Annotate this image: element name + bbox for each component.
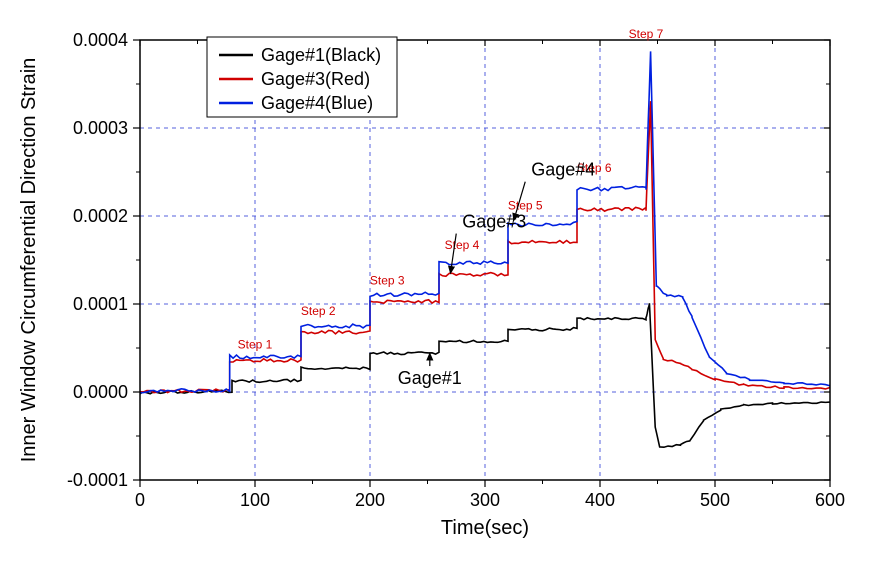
x-axis-title: Time(sec) <box>441 517 529 539</box>
x-tick-label: 0 <box>135 490 145 510</box>
x-tick-label: 500 <box>700 490 730 510</box>
legend-label: Gage#3(Red) <box>261 69 370 89</box>
y-tick-label: 0.0003 <box>73 118 128 138</box>
chart-container: 0 100 200 300 400 500 600 -0.0001 0.0000 0.0001 0.… <box>0 0 878 562</box>
y-tick-label: 0.0001 <box>73 294 128 314</box>
step-annotation: Step 3 <box>370 273 405 287</box>
chart-svg: 0 100 200 300 400 500 600 -0.0001 0.0000 0.0001 0.… <box>0 0 878 562</box>
y-tick-label: 0.0000 <box>73 382 128 402</box>
gage-annotation: Gage#1 <box>398 368 462 388</box>
legend-label: Gage#1(Black) <box>261 45 381 65</box>
x-tick-label: 600 <box>815 490 845 510</box>
step-annotation: Step 2 <box>301 304 336 318</box>
step-annotation: Step 1 <box>238 338 273 352</box>
x-tick-label: 200 <box>355 490 385 510</box>
gage-annotation: Gage#4 <box>531 160 595 180</box>
y-tick-label: 0.0002 <box>73 206 128 226</box>
step-annotation: Step 7 <box>629 27 664 41</box>
x-tick-label: 300 <box>470 490 500 510</box>
y-tick-label: -0.0001 <box>67 470 128 490</box>
y-tick-label: 0.0004 <box>73 30 128 50</box>
x-tick-label: 100 <box>240 490 270 510</box>
x-tick-label: 400 <box>585 490 615 510</box>
gage-annotation: Gage#3 <box>462 212 526 232</box>
legend-label: Gage#4(Blue) <box>261 93 373 113</box>
step-annotation: Step 5 <box>508 199 543 213</box>
y-axis-title: Inner Window Circumferential Direction S… <box>18 58 40 463</box>
step-annotation: Step 4 <box>445 238 480 252</box>
